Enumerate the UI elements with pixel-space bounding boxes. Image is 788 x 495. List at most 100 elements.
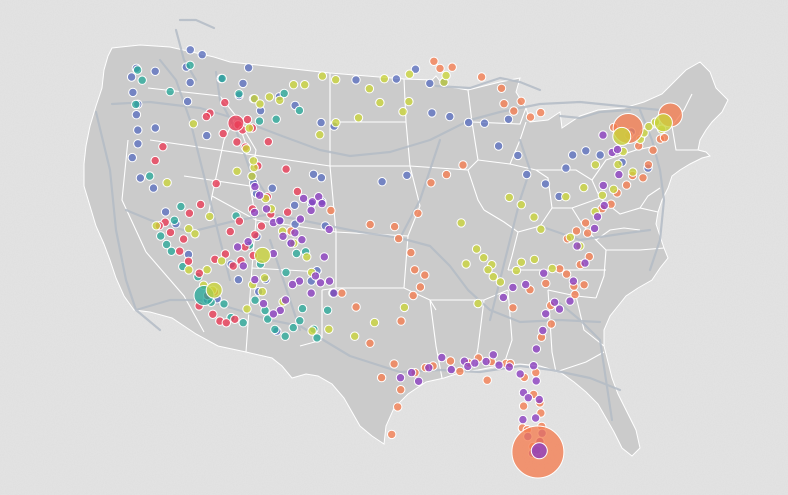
state-border — [121, 139, 147, 253]
blue-marker — [410, 64, 421, 74]
orange-marker — [525, 112, 536, 122]
highway — [174, 28, 198, 82]
blue-marker — [391, 74, 402, 84]
orange-marker — [420, 270, 430, 280]
teal-marker — [312, 333, 322, 343]
purple-marker — [521, 279, 531, 290]
purple-marker — [232, 242, 243, 252]
yellow-marker — [257, 286, 267, 297]
orange-marker — [584, 251, 594, 262]
purple-marker — [554, 304, 565, 314]
purple-marker — [249, 207, 260, 218]
orange-marker — [396, 316, 406, 326]
orange-marker — [536, 107, 546, 118]
orange-marker — [579, 280, 589, 290]
teal-marker — [297, 303, 308, 314]
orange-marker — [396, 385, 406, 395]
yellow-marker — [529, 212, 539, 222]
yellow-marker — [369, 317, 380, 328]
yellow-marker — [441, 70, 451, 81]
red-marker — [175, 246, 185, 256]
purple-marker — [261, 204, 272, 214]
yellow-marker — [315, 130, 325, 140]
teal-marker — [238, 318, 248, 328]
purple-marker — [515, 369, 525, 379]
yellow-marker — [644, 121, 654, 132]
blue-marker — [197, 50, 207, 60]
orange-marker — [415, 282, 426, 292]
red-marker — [150, 155, 160, 166]
blue-marker — [581, 146, 591, 156]
teal-marker — [161, 239, 172, 250]
purple-marker — [329, 288, 339, 298]
yellow-marker — [324, 324, 334, 334]
red-marker — [228, 261, 238, 271]
purple-marker — [250, 181, 260, 192]
teal-marker — [263, 314, 273, 324]
blue-marker — [185, 77, 195, 88]
teal-marker — [137, 75, 147, 85]
red-marker — [256, 221, 267, 231]
yellow-marker — [579, 182, 589, 193]
blue-marker — [402, 170, 412, 181]
yellow-marker — [188, 119, 199, 129]
teal-marker — [271, 114, 281, 124]
teal-marker — [131, 99, 141, 110]
purple-marker — [612, 144, 623, 155]
blue-marker — [351, 75, 361, 85]
yellow-marker — [613, 159, 623, 170]
blue-marker — [595, 150, 605, 160]
orange-marker — [447, 62, 457, 72]
red-marker — [263, 137, 273, 147]
teal-marker — [294, 105, 305, 116]
red-marker — [221, 318, 232, 328]
large-yellow-marker — [612, 126, 632, 146]
large-yellow-marker — [653, 113, 673, 133]
yellow-marker — [488, 272, 498, 282]
yellow-marker — [529, 254, 540, 265]
teal-marker — [234, 89, 244, 99]
blue-marker — [133, 139, 143, 149]
blue-marker — [493, 141, 504, 151]
highway — [178, 18, 216, 30]
blue-marker — [126, 72, 137, 82]
red-marker — [165, 227, 176, 238]
yellow-marker — [608, 184, 619, 195]
yellow-marker — [398, 107, 408, 117]
purple-marker — [295, 214, 306, 224]
orange-marker — [376, 372, 387, 383]
yellow-marker — [300, 80, 310, 90]
yellow-marker — [590, 160, 601, 170]
purple-marker — [494, 360, 504, 370]
blue-marker — [150, 123, 161, 133]
red-marker — [218, 128, 228, 139]
purple-marker — [580, 258, 590, 268]
yellow-marker — [473, 298, 483, 309]
yellow-marker — [561, 192, 571, 202]
orange-marker — [365, 338, 375, 348]
orange-marker — [413, 208, 423, 219]
purple-marker — [306, 288, 316, 298]
yellow-marker — [259, 273, 270, 283]
orange-marker — [426, 178, 436, 188]
yellow-marker — [479, 253, 489, 263]
state-border — [595, 227, 641, 241]
blue-marker — [148, 183, 159, 193]
purple-marker — [518, 414, 528, 425]
yellow-marker — [331, 118, 341, 128]
yellow-marker — [516, 257, 527, 267]
state-border — [149, 139, 331, 167]
orange-marker — [482, 375, 492, 385]
purple-marker — [589, 223, 600, 234]
blue-marker — [127, 152, 138, 163]
purple-marker — [413, 376, 424, 386]
blue-marker — [377, 177, 387, 187]
orange-marker — [509, 106, 519, 116]
teal-marker — [288, 322, 298, 333]
purple-marker — [317, 198, 327, 209]
purple-marker — [541, 309, 551, 319]
yellow-marker — [275, 95, 285, 106]
orange-marker — [429, 56, 439, 66]
teal-marker — [156, 231, 166, 241]
red-marker — [292, 186, 303, 197]
